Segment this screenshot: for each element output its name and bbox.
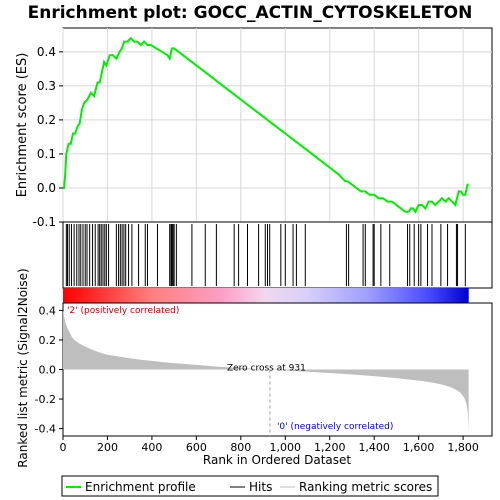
x-tick-label: 1,600 xyxy=(403,441,435,454)
legend-box xyxy=(61,475,439,497)
metric-y-tick-label: 0.4 xyxy=(39,304,57,317)
x-tick-label: 1,000 xyxy=(270,441,302,454)
es-y-tick-label: 0.0 xyxy=(37,181,56,195)
chart-title: Enrichment plot: GOCC_ACTIN_CYTOSKELETON xyxy=(28,3,473,23)
x-tick-label: 600 xyxy=(186,441,207,454)
legend-profile-label: Enrichment profile xyxy=(85,480,196,494)
ranking-metric-area xyxy=(63,310,469,432)
metric-y-tick-label: -0.2 xyxy=(35,393,56,406)
metric-y-axis: -0.4 -0.2 0.0 0.2 0.4 xyxy=(35,304,63,436)
legend-hits-label: Hits xyxy=(249,480,272,494)
es-panel-frame xyxy=(62,27,493,223)
x-tick-label: 1,200 xyxy=(314,441,346,454)
es-y-tick-label: 0.3 xyxy=(37,79,56,93)
x-tick-label: 200 xyxy=(97,441,118,454)
x-axis: 0 200 400 600 800 1,000 1,200 1,400 1,600 1,800 xyxy=(60,436,479,454)
es-y-tick-label: -0.1 xyxy=(33,215,56,229)
x-tick-label: 1,800 xyxy=(447,441,479,454)
x-tick-label: 1,400 xyxy=(358,441,390,454)
positive-label: '2' (positively correlated) xyxy=(67,306,179,316)
enrichment-profile-line xyxy=(63,36,469,214)
es-y-label: Enrichment score (ES) xyxy=(15,53,30,198)
x-tick-label: 800 xyxy=(230,441,251,454)
metric-y-label: Ranked list metric (Signal2Noise) xyxy=(16,268,30,467)
es-y-tick-label: 0.4 xyxy=(37,45,56,59)
negative-label: '0' (negatively correlated) xyxy=(277,422,393,432)
es-grid xyxy=(62,28,492,223)
metric-y-tick-label: 0.0 xyxy=(39,364,57,377)
es-y-tick-label: 0.2 xyxy=(37,113,56,127)
x-axis-label: Rank in Ordered Dataset xyxy=(203,453,351,467)
x-tick-label: 400 xyxy=(141,441,162,454)
metric-y-tick-label: 0.2 xyxy=(39,334,57,347)
legend-metric-label: Ranking metric scores xyxy=(299,480,432,494)
es-y-tick-label: 0.1 xyxy=(37,147,56,161)
zero-cross-annotation: Zero cross at 931 xyxy=(227,364,306,374)
metric-y-tick-label: -0.4 xyxy=(35,423,56,436)
es-y-axis: -0.1 0.0 0.1 0.2 0.3 0.4 xyxy=(33,45,63,229)
ranked-list-heatbar xyxy=(63,288,469,303)
hits-marks xyxy=(65,224,466,286)
x-tick-label: 0 xyxy=(60,441,67,454)
